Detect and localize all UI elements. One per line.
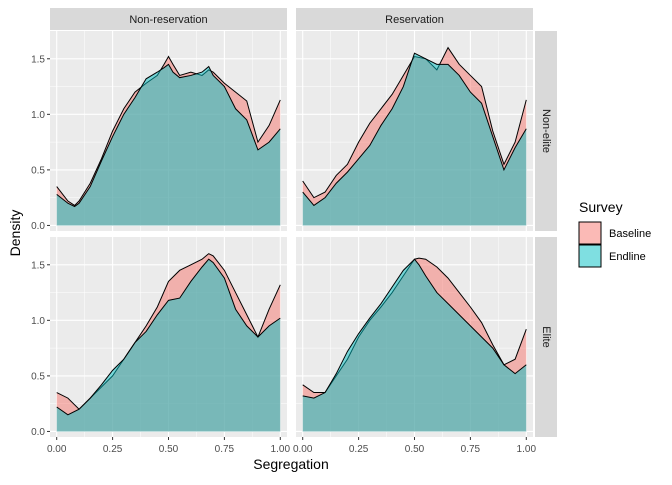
x-tick-label: 0.75 <box>461 444 481 455</box>
density-area-endline <box>56 259 281 432</box>
facet-label-non-reservation: Non-reservation <box>129 14 207 26</box>
x-tick-label: 0.00 <box>293 444 313 455</box>
y-tick-label: 0.5 <box>31 165 45 176</box>
panel-reservation-elite <box>296 237 533 437</box>
facet-strip-non-elite <box>535 31 557 231</box>
y-tick-label: 1.5 <box>31 54 45 65</box>
legend-label-endline: Endline <box>609 251 646 263</box>
density-line-endline <box>302 52 527 207</box>
legend-swatch-baseline <box>578 221 602 245</box>
legend-title: Survey <box>579 199 623 215</box>
y-tick-label: 0.0 <box>31 427 45 438</box>
facet-label-reservation: Reservation <box>385 14 444 26</box>
y-tick-label: 0.0 <box>31 221 45 232</box>
x-tick-label: 1.00 <box>271 444 291 455</box>
legend-swatch-endline <box>578 244 602 268</box>
y-tick-label: 1.0 <box>31 110 45 121</box>
x-tick-label: 0.25 <box>103 444 123 455</box>
y-tick-label: 1.0 <box>31 316 45 327</box>
x-tick-label: 0.25 <box>349 444 369 455</box>
facet-label-non-elite: Non-elite <box>540 109 552 153</box>
density-line-endline <box>56 258 281 416</box>
panel-non-reservation-non-elite <box>50 31 287 231</box>
legend-key-endline: Endline <box>578 244 646 268</box>
x-tick-label: 1.00 <box>517 444 537 455</box>
density-line-baseline <box>56 55 281 207</box>
x-tick-label: 0.00 <box>47 444 67 455</box>
density-line-endline <box>56 63 281 208</box>
facet-strip-elite <box>535 237 557 437</box>
density-area-endline <box>302 53 527 226</box>
x-tick-label: 0.75 <box>215 444 235 455</box>
y-tick-label: 0.5 <box>31 371 45 382</box>
panel-non-reservation-elite <box>50 237 287 437</box>
x-axis-title: Segregation <box>253 456 329 472</box>
facet-strip-reservation <box>296 8 533 30</box>
panel-reservation-non-elite <box>296 31 533 231</box>
legend-label-baseline: Baseline <box>609 228 651 240</box>
y-axis-title: Density <box>7 210 23 257</box>
density-area-endline <box>56 64 281 226</box>
legend-key-baseline: Baseline <box>578 221 651 245</box>
x-tick-label: 0.50 <box>405 444 425 455</box>
density-line-endline <box>302 258 527 399</box>
y-tick-label: 1.5 <box>31 260 45 271</box>
x-tick-label: 0.50 <box>159 444 179 455</box>
facet-strip-non-reservation <box>50 8 287 30</box>
facet-label-elite: Elite <box>540 326 552 347</box>
density-area-endline <box>302 259 527 432</box>
